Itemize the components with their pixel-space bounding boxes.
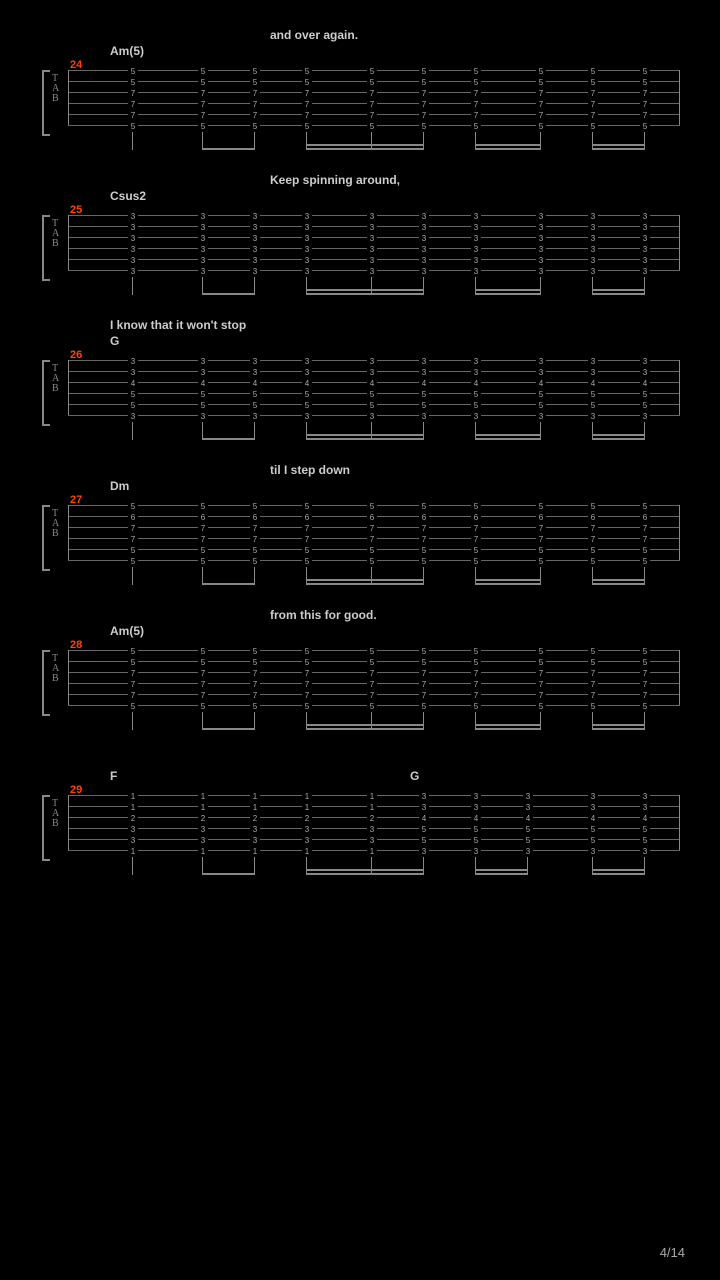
fret-column: 557775 bbox=[536, 66, 546, 132]
fret-column: 557775 bbox=[128, 646, 138, 712]
measure-block: til I step downDm27TAB567755567755567755… bbox=[30, 491, 690, 586]
fret-column: 557775 bbox=[640, 66, 650, 132]
fret-column: 567755 bbox=[419, 501, 429, 567]
fret-column: 557775 bbox=[302, 66, 312, 132]
lyric-text: Keep spinning around, bbox=[270, 173, 400, 187]
fret-column: 557775 bbox=[128, 66, 138, 132]
fret-column: 334553 bbox=[588, 791, 598, 857]
fret-column: 557775 bbox=[367, 646, 377, 712]
fret-column: 557775 bbox=[302, 646, 312, 712]
tab-label: TAB bbox=[52, 74, 59, 104]
fret-column: 334553 bbox=[128, 356, 138, 422]
fret-column: 333333 bbox=[588, 211, 598, 277]
string-lines: 5577755577755577755577755577755577755577… bbox=[68, 650, 680, 705]
fret-column: 557775 bbox=[367, 66, 377, 132]
tab-label: TAB bbox=[52, 219, 59, 249]
staff-bracket bbox=[42, 70, 50, 136]
lyric-text: from this for good. bbox=[270, 608, 377, 622]
fret-column: 567755 bbox=[640, 501, 650, 567]
fret-column: 334553 bbox=[536, 356, 546, 422]
fret-column: 557775 bbox=[250, 66, 260, 132]
string-lines: 3345533345533345533345533345533345533345… bbox=[68, 360, 680, 415]
string-lines: 1123311123311123311123311123313345533345… bbox=[68, 795, 680, 850]
staff-bracket bbox=[42, 505, 50, 571]
fret-column: 333333 bbox=[367, 211, 377, 277]
fret-column: 333333 bbox=[250, 211, 260, 277]
fret-column: 112331 bbox=[198, 791, 208, 857]
fret-column: 334553 bbox=[523, 791, 533, 857]
fret-column: 557775 bbox=[471, 66, 481, 132]
fret-column: 334553 bbox=[302, 356, 312, 422]
tab-staff: 27TAB56775556775556775556775556775556775… bbox=[30, 491, 690, 586]
fret-column: 557775 bbox=[198, 66, 208, 132]
fret-column: 333333 bbox=[536, 211, 546, 277]
fret-column: 557775 bbox=[588, 66, 598, 132]
fret-column: 334553 bbox=[471, 791, 481, 857]
fret-column: 567755 bbox=[302, 501, 312, 567]
page-number: 4/14 bbox=[660, 1245, 685, 1260]
fret-column: 557775 bbox=[640, 646, 650, 712]
fret-column: 567755 bbox=[536, 501, 546, 567]
measure-block: and over again.Am(5)24TAB557775557775557… bbox=[30, 56, 690, 151]
fret-column: 557775 bbox=[419, 646, 429, 712]
fret-column: 112331 bbox=[367, 791, 377, 857]
fret-column: 567755 bbox=[250, 501, 260, 567]
string-lines: 5677555677555677555677555677555677555677… bbox=[68, 505, 680, 560]
measure-block: from this for good.Am(5)28TAB55777555777… bbox=[30, 636, 690, 731]
fret-column: 333333 bbox=[419, 211, 429, 277]
fret-column: 557775 bbox=[471, 646, 481, 712]
fret-column: 334553 bbox=[367, 356, 377, 422]
tab-staff: 25TAB33333333333333333333333333333333333… bbox=[30, 201, 690, 296]
lyric-text: I know that it won't stop bbox=[110, 318, 246, 332]
fret-column: 334553 bbox=[419, 356, 429, 422]
fret-column: 333333 bbox=[128, 211, 138, 277]
fret-column: 112331 bbox=[128, 791, 138, 857]
tab-staff: 28TAB55777555777555777555777555777555777… bbox=[30, 636, 690, 731]
fret-column: 333333 bbox=[640, 211, 650, 277]
fret-column: 567755 bbox=[588, 501, 598, 567]
fret-column: 557775 bbox=[588, 646, 598, 712]
fret-column: 567755 bbox=[471, 501, 481, 567]
fret-column: 333333 bbox=[471, 211, 481, 277]
staff-bracket bbox=[42, 650, 50, 716]
fret-column: 334553 bbox=[640, 791, 650, 857]
fret-column: 557775 bbox=[419, 66, 429, 132]
tab-staff: 24TAB55777555777555777555777555777555777… bbox=[30, 56, 690, 151]
fret-column: 334553 bbox=[419, 791, 429, 857]
fret-column: 567755 bbox=[128, 501, 138, 567]
fret-column: 333333 bbox=[198, 211, 208, 277]
fret-column: 334553 bbox=[588, 356, 598, 422]
tab-staff: 26TAB33455333455333455333455333455333455… bbox=[30, 346, 690, 441]
fret-column: 334553 bbox=[471, 356, 481, 422]
string-lines: 5577755577755577755577755577755577755577… bbox=[68, 70, 680, 125]
tab-label: TAB bbox=[52, 509, 59, 539]
lyric-text: til I step down bbox=[270, 463, 350, 477]
measure-block: I know that it won't stopG26TAB334553334… bbox=[30, 346, 690, 441]
fret-column: 557775 bbox=[250, 646, 260, 712]
fret-column: 557775 bbox=[198, 646, 208, 712]
fret-column: 334553 bbox=[640, 356, 650, 422]
fret-column: 112331 bbox=[302, 791, 312, 857]
staff-bracket bbox=[42, 360, 50, 426]
tab-label: TAB bbox=[52, 364, 59, 394]
fret-column: 557775 bbox=[536, 646, 546, 712]
measure-block: FG29TAB112331112331112331112331112331334… bbox=[30, 781, 690, 876]
string-lines: 3333333333333333333333333333333333333333… bbox=[68, 215, 680, 270]
fret-column: 333333 bbox=[302, 211, 312, 277]
tab-label: TAB bbox=[52, 799, 59, 829]
staff-bracket bbox=[42, 795, 50, 861]
fret-column: 112331 bbox=[250, 791, 260, 857]
measure-block: Keep spinning around,Csus225TAB333333333… bbox=[30, 201, 690, 296]
lyric-text: and over again. bbox=[270, 28, 358, 42]
staff-bracket bbox=[42, 215, 50, 281]
fret-column: 334553 bbox=[198, 356, 208, 422]
tab-staff: 29TAB11233111233111233111233111233133455… bbox=[30, 781, 690, 876]
fret-column: 567755 bbox=[367, 501, 377, 567]
fret-column: 334553 bbox=[250, 356, 260, 422]
fret-column: 567755 bbox=[198, 501, 208, 567]
tab-label: TAB bbox=[52, 654, 59, 684]
